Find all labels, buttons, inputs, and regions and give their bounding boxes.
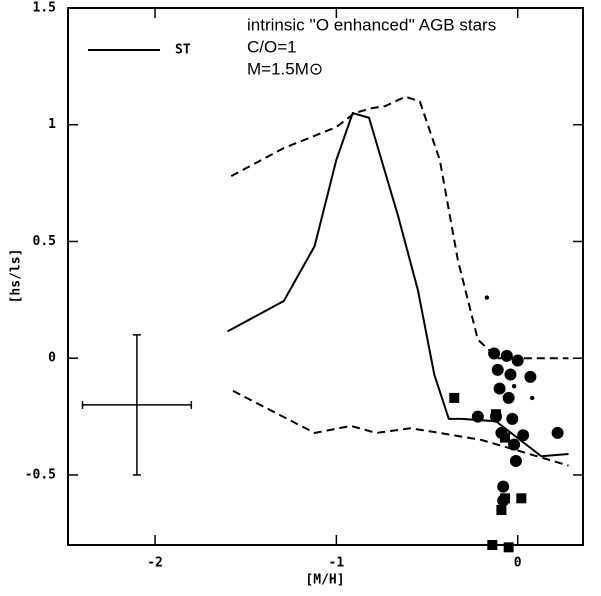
circle-point [551,426,564,439]
square-point [516,493,527,504]
series-line [227,111,569,458]
x-tick-label: -1 [329,556,345,571]
annotation: M=1.5M⊙ [247,59,323,78]
square-point [500,493,511,504]
circle-point [511,354,524,367]
square-point [487,540,498,550]
y-tick-label: 0 [48,351,56,366]
series-line [232,390,569,467]
legend-label: ST [175,43,191,58]
series-line [230,95,569,360]
x-axis-label: [M/H] [305,573,344,588]
y-axis-label: [hs/ls] [9,249,24,304]
square-point [503,542,514,553]
y-tick-label: 1 [48,117,56,132]
square-point [500,432,511,443]
circle-point [471,410,484,423]
circle-point [524,370,537,383]
circle-point [509,454,522,467]
square-point [449,392,460,403]
square-point [490,409,501,420]
circle-point [491,363,504,376]
y-tick-label: -0.5 [25,467,56,482]
annotation: C/O=1 [247,37,297,56]
circle-point [504,368,517,381]
circle-point [488,347,501,360]
plot-frame [67,7,584,546]
y-tick-label: 0.5 [33,234,56,249]
y-tick-label: 1.5 [33,1,56,16]
x-tick-label: -2 [147,556,163,571]
circle-point [508,438,521,451]
circle-point [502,391,515,404]
circle-point [506,412,519,425]
dot-point [530,395,535,401]
circle-point [493,382,506,395]
x-tick-label: 0 [514,556,522,571]
circle-point [500,349,513,362]
dot-point [511,384,517,389]
annotation: intrinsic ''O enhanced'' AGB stars [247,15,496,34]
square-point [496,504,507,515]
circle-point [517,429,530,442]
dot-point [484,295,490,300]
circle-point [497,480,510,493]
